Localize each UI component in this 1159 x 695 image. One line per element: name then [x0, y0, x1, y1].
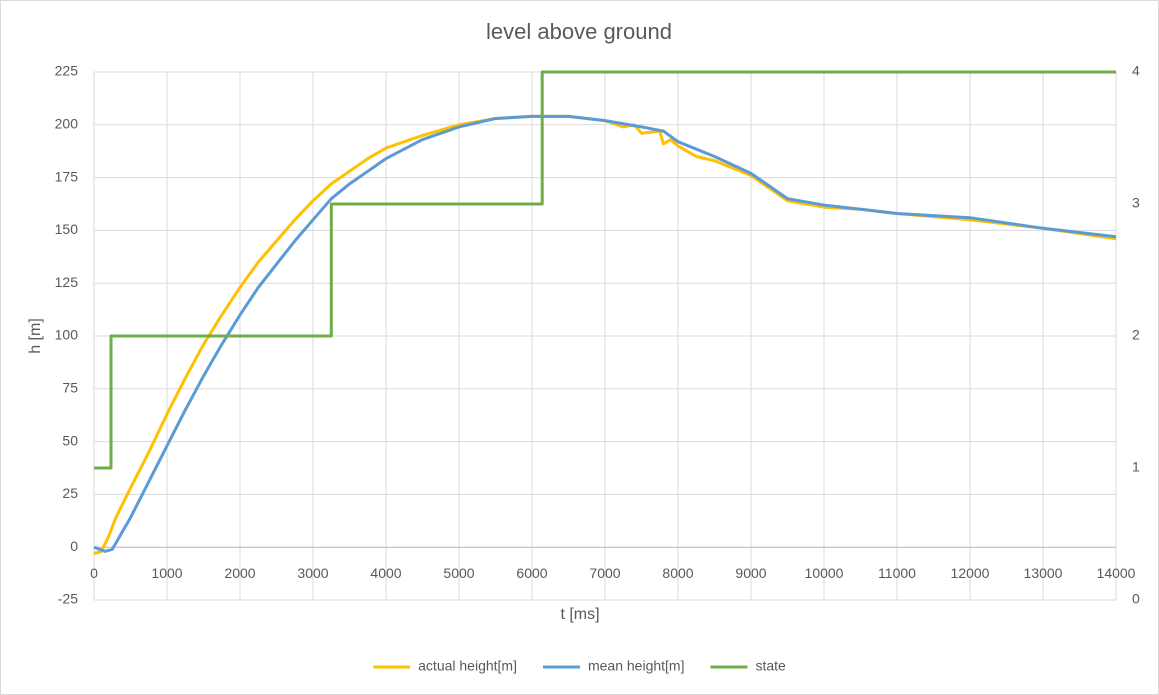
legend-label: state	[755, 658, 786, 674]
x-tick-label: 7000	[589, 565, 620, 581]
y-tick-label: 150	[55, 221, 79, 237]
x-tick-label: 8000	[662, 565, 693, 581]
y2-tick-label: 1	[1132, 459, 1140, 475]
x-tick-label: 13000	[1024, 565, 1063, 581]
x-tick-label: 0	[90, 565, 98, 581]
chart-title: level above ground	[486, 19, 672, 44]
y2-tick-label: 3	[1132, 195, 1140, 211]
data-line	[94, 70, 1116, 470]
data-line	[93, 114, 1117, 553]
y-tick-label: 200	[55, 116, 79, 132]
x-tick-label: 2000	[224, 565, 255, 581]
y-tick-label: 175	[55, 168, 79, 184]
y-tick-label: 0	[70, 538, 78, 554]
y-tick-label: 50	[62, 432, 78, 448]
x-tick-label: 12000	[951, 565, 990, 581]
x-tick-label: 4000	[370, 565, 401, 581]
y-tick-label: 225	[55, 63, 79, 79]
x-tick-label: 3000	[297, 565, 328, 581]
legend-label: mean height[m]	[588, 658, 685, 674]
y-tick-label: 75	[62, 380, 78, 396]
x-axis-label: t [ms]	[560, 606, 599, 623]
y2-tick-label: 2	[1132, 327, 1140, 343]
x-tick-label: 1000	[151, 565, 182, 581]
y-axis-label: h [m]	[27, 318, 44, 354]
y-tick-label: 125	[55, 274, 79, 290]
legend-label: actual height[m]	[418, 658, 517, 674]
x-tick-label: 14000	[1097, 565, 1136, 581]
y2-tick-label: 0	[1132, 591, 1140, 607]
x-tick-label: 5000	[443, 565, 474, 581]
x-tick-label: 11000	[878, 565, 916, 581]
y-tick-label: -25	[58, 591, 78, 607]
y2-tick-label: 4	[1132, 63, 1140, 79]
x-tick-label: 6000	[516, 565, 547, 581]
x-tick-label: 10000	[805, 565, 844, 581]
y-tick-label: 25	[62, 485, 78, 501]
y-tick-label: 100	[55, 327, 79, 343]
x-tick-label: 9000	[735, 565, 766, 581]
